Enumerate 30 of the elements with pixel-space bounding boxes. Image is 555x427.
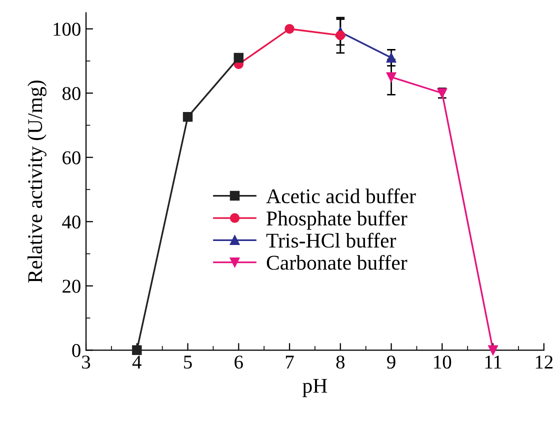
y-tick-label: 80 (62, 86, 80, 100)
point (284, 24, 294, 34)
x-tick-label: 3 (82, 356, 90, 369)
legend-label: Acetic acid buffer (266, 188, 416, 204)
point (132, 345, 142, 355)
legend-label: Carbonate buffer (266, 254, 408, 270)
legend-label: Tris-HCl buffer (266, 232, 396, 248)
y-tick-label: 40 (62, 215, 80, 229)
point (182, 112, 193, 122)
x-tick-label: 7 (286, 356, 294, 368)
x-tick-label: 6 (234, 356, 243, 369)
x-tick-label: 5 (184, 356, 192, 369)
point (386, 52, 396, 63)
x-tick-label: 11 (485, 356, 502, 368)
point (386, 72, 396, 82)
x-tick-label: 10 (434, 356, 452, 369)
x-axis-title: pH (302, 379, 328, 398)
y-axis-title: Relative activity (U/mg) (27, 80, 46, 283)
y-tick-label: 20 (62, 280, 80, 293)
x-tick-label: 4 (132, 356, 142, 368)
point (488, 345, 498, 355)
x-tick-label: 8 (336, 356, 345, 369)
x-tick-label: 9 (387, 356, 396, 369)
point (234, 52, 244, 63)
y-tick-label: 100 (54, 22, 80, 36)
x-tick-label: 12 (536, 356, 553, 368)
y-tick-label: 60 (62, 151, 80, 164)
y-tick-label: 0 (72, 344, 80, 358)
point (336, 30, 346, 40)
legend-label: Phosphate buffer (266, 210, 408, 230)
